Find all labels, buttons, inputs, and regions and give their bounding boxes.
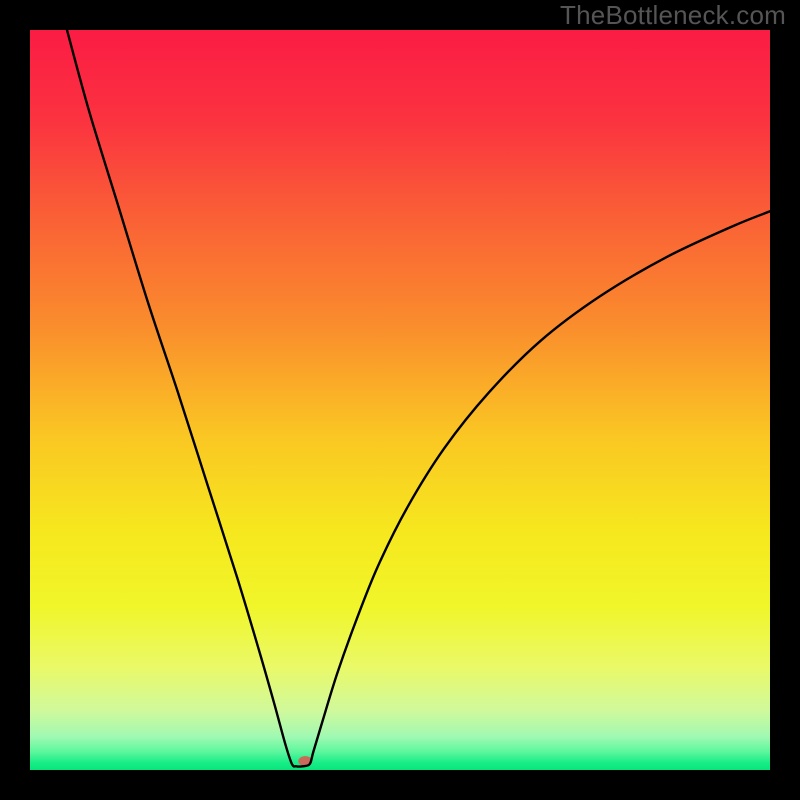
watermark-label: TheBottleneck.com (560, 0, 786, 31)
chart-container: TheBottleneck.com (0, 0, 800, 800)
gradient-background (30, 30, 770, 770)
bottleneck-curve-chart (0, 0, 800, 800)
